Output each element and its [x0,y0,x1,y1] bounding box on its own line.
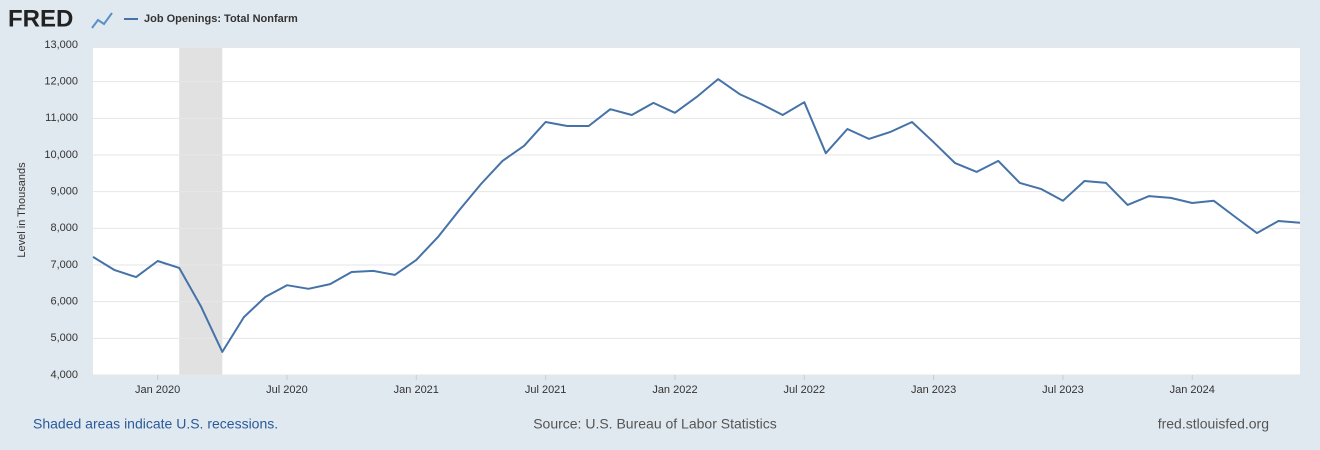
recession-note: Shaded areas indicate U.S. recessions. [33,416,278,432]
y-tick-label: 6,000 [50,296,78,308]
x-tick-label: Jul 2023 [1042,384,1084,396]
y-tick-label: 4,000 [50,369,78,381]
x-tick-label: Jan 2023 [911,384,956,396]
y-tick-label: 9,000 [50,186,78,198]
x-tick-label: Jan 2021 [394,384,439,396]
y-tick-label: 8,000 [50,222,78,234]
website: fred.stlouisfed.org [1158,416,1269,432]
x-tick-label: Jan 2024 [1170,384,1215,396]
logo: FRED [8,5,73,32]
recession-shade [179,48,223,375]
y-tick-label: 13,000 [44,39,78,51]
data-line [92,78,1301,353]
y-tick-label: 12,000 [44,76,78,88]
source: Source: U.S. Bureau of Labor Statistics [533,416,777,432]
x-tick-label: Jan 2020 [135,384,180,396]
legend-label: Job Openings: Total Nonfarm [144,13,298,25]
y-tick-label: 11,000 [45,112,78,124]
y-tick-label: 5,000 [50,332,78,344]
x-tick-label: Jul 2021 [525,384,567,396]
x-tick-label: Jul 2022 [783,384,825,396]
x-tick-label: Jan 2022 [652,384,697,396]
y-tick-label: 10,000 [44,149,78,161]
y-tick-label: 7,000 [50,259,78,271]
y-axis-label: Level in Thousands [16,162,28,258]
plot-area [93,48,1300,375]
logo-icon [91,12,113,29]
x-tick-label: Jul 2020 [266,384,308,396]
